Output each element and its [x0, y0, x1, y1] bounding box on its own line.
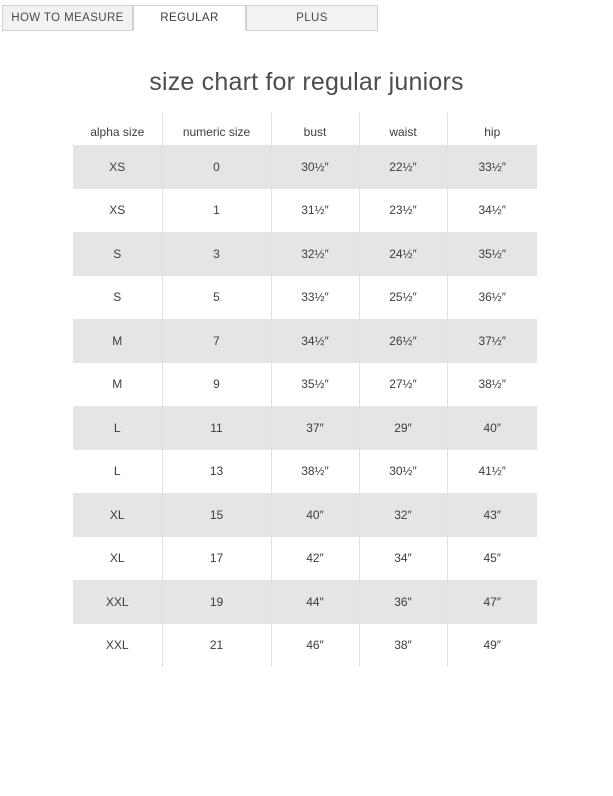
column-header-numeric-size: numeric size	[162, 113, 272, 145]
cell-waist: 34″	[359, 536, 448, 580]
cell-numeric-size: 13	[162, 449, 272, 493]
cell-alpha-size: XL	[73, 493, 163, 537]
table-row: XL 17 42″ 34″ 45″	[73, 536, 537, 580]
cell-hip: 38½″	[447, 362, 537, 406]
table-row: XS 0 30½″ 22½″ 33½″	[73, 145, 537, 189]
cell-hip: 41½″	[447, 449, 537, 493]
cell-bust: 44″	[271, 580, 360, 624]
cell-bust: 31½″	[271, 188, 360, 232]
column-header-hip: hip	[484, 125, 501, 139]
cell-hip: 34½″	[447, 188, 537, 232]
cell-alpha-size: XS	[73, 188, 163, 232]
table-row: S 3 32½″ 24½″ 35½″	[73, 232, 537, 276]
cell-numeric-size: 1	[162, 188, 272, 232]
cell-alpha-size: XXL	[73, 580, 163, 624]
cell-hip: 37½″	[447, 319, 537, 363]
cell-numeric-size: 15	[162, 493, 272, 537]
table-header: alpha size numeric size bust waist hip	[73, 113, 537, 145]
cell-alpha-size: XS	[73, 145, 163, 189]
table-row: XS 1 31½″ 23½″ 34½″	[73, 188, 537, 232]
cell-alpha-size: XL	[73, 536, 163, 580]
table-body: XS 0 30½″ 22½″ 33½″ XS 1 31½″ 23½″ 34½″ S 3 32½″ 24½″…	[73, 145, 537, 667]
column-header-alpha-size: alpha size	[73, 113, 163, 145]
cell-numeric-size: 7	[162, 319, 272, 363]
cell-waist: 24½″	[359, 232, 448, 276]
cell-hip: 35½″	[447, 232, 537, 276]
cell-numeric-size: 21	[162, 623, 272, 667]
table-row: M 7 34½″ 26½″ 37½″	[73, 319, 537, 363]
cell-bust: 38½″	[271, 449, 360, 493]
tab-regular[interactable]: REGULAR	[133, 5, 246, 31]
table-row: XXL 21 46″ 38″ 49″	[73, 623, 537, 667]
cell-bust: 40″	[271, 493, 360, 537]
cell-alpha-size: L	[73, 406, 163, 450]
tab-how-to-measure[interactable]: HOW TO MEASURE	[2, 5, 133, 31]
cell-waist: 25½″	[359, 275, 448, 319]
cell-hip: 36½″	[447, 275, 537, 319]
size-chart-tab-bar: HOW TO MEASURE REGULAR PLUS	[0, 0, 613, 36]
cell-numeric-size: 17	[162, 536, 272, 580]
cell-hip: 43″	[447, 493, 537, 537]
table-row: XL 15 40″ 32″ 43″	[73, 493, 537, 537]
tab-plus-label: PLUS	[296, 12, 328, 24]
cell-alpha-size: M	[73, 362, 163, 406]
table-header-row: alpha size numeric size bust waist hip	[73, 113, 537, 145]
table-row: S 5 33½″ 25½″ 36½″	[73, 275, 537, 319]
table-row: M 9 35½″ 27½″ 38½″	[73, 362, 537, 406]
cell-alpha-size: S	[73, 275, 163, 319]
tab-plus[interactable]: PLUS	[246, 5, 378, 31]
cell-numeric-size: 9	[162, 362, 272, 406]
cell-bust: 35½″	[271, 362, 360, 406]
cell-waist: 29″	[359, 406, 448, 450]
page-title: size chart for regular juniors	[149, 68, 464, 96]
cell-waist: 32″	[359, 493, 448, 537]
cell-alpha-size: M	[73, 319, 163, 363]
cell-bust: 37″	[271, 406, 360, 450]
cell-bust: 42″	[271, 536, 360, 580]
cell-waist: 22½″	[359, 145, 448, 189]
cell-waist: 36″	[359, 580, 448, 624]
cell-hip: 33½″	[447, 145, 537, 189]
cell-waist: 38″	[359, 623, 448, 667]
tab-regular-label: REGULAR	[160, 12, 219, 24]
cell-bust: 33½″	[271, 275, 360, 319]
cell-numeric-size: 5	[162, 275, 272, 319]
tab-how-to-measure-label: HOW TO MEASURE	[11, 12, 124, 24]
cell-bust: 30½″	[271, 145, 360, 189]
size-chart-table: alpha size numeric size bust waist hip X…	[73, 113, 537, 667]
cell-hip: 45″	[447, 536, 537, 580]
cell-hip: 49″	[447, 623, 537, 667]
column-header-bust: bust	[271, 113, 360, 145]
cell-alpha-size: L	[73, 449, 163, 493]
column-header-waist: waist	[359, 113, 448, 145]
cell-numeric-size: 11	[162, 406, 272, 450]
cell-waist: 30½″	[359, 449, 448, 493]
cell-hip: 47″	[447, 580, 537, 624]
cell-alpha-size: XXL	[73, 623, 163, 667]
cell-bust: 46″	[271, 623, 360, 667]
table-row: XXL 19 44″ 36″ 47″	[73, 580, 537, 624]
cell-numeric-size: 19	[162, 580, 272, 624]
cell-bust: 32½″	[271, 232, 360, 276]
cell-waist: 26½″	[359, 319, 448, 363]
cell-hip: 40″	[447, 406, 537, 450]
size-chart-table-container: alpha size numeric size bust waist hip X…	[73, 113, 537, 667]
cell-waist: 23½″	[359, 188, 448, 232]
table-row: L 11 37″ 29″ 40″	[73, 406, 537, 450]
table-row: L 13 38½″ 30½″ 41½″	[73, 449, 537, 493]
cell-numeric-size: 3	[162, 232, 272, 276]
cell-numeric-size: 0	[162, 145, 272, 189]
cell-waist: 27½″	[359, 362, 448, 406]
cell-alpha-size: S	[73, 232, 163, 276]
cell-bust: 34½″	[271, 319, 360, 363]
